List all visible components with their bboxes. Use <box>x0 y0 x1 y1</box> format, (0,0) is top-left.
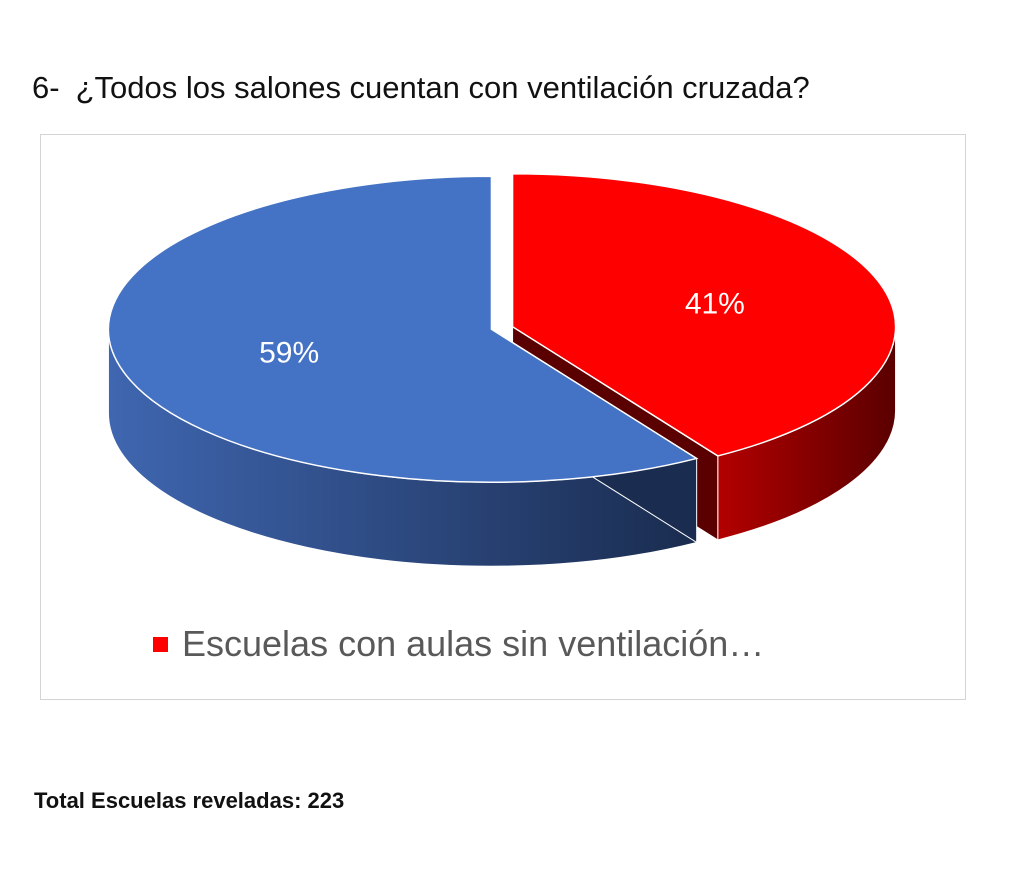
pie-top-faces <box>107 172 897 483</box>
legend-label: Escuelas con aulas sin ventilación… <box>182 623 765 664</box>
chart-legend: Escuelas con aulas sin ventilación… <box>153 623 764 665</box>
question-number: 6- <box>32 70 60 105</box>
pie-slice-1 <box>107 175 699 483</box>
chart-question-title: 6- ¿Todos los salones cuentan con ventila… <box>32 70 810 106</box>
pie-data-labels: 41% 59% <box>259 287 745 369</box>
legend-swatch <box>153 636 168 652</box>
total-schools-note: Total Escuelas reveladas: 223 <box>34 788 345 813</box>
pie-chart-svg: 41% 59% <box>107 172 897 567</box>
pie-chart-area: 41% 59% Escuelas con aulas sin ventilació… <box>40 134 966 700</box>
pie-data-label-1: 59% <box>259 337 319 370</box>
pie-slice-0 <box>511 172 897 457</box>
question-text: ¿Todos los salones cuentan con ventilaci… <box>75 70 810 105</box>
pie-data-label-0: 41% <box>685 287 745 320</box>
